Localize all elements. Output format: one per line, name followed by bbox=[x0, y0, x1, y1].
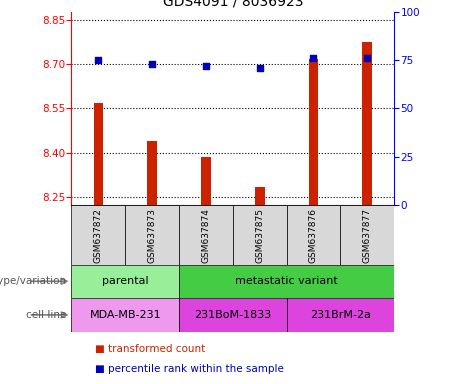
Bar bbox=[233, 205, 287, 265]
Bar bbox=[201, 157, 211, 205]
Point bbox=[364, 55, 371, 61]
Title: GDS4091 / 8036923: GDS4091 / 8036923 bbox=[163, 0, 303, 9]
Bar bbox=[179, 298, 287, 332]
Bar bbox=[340, 205, 394, 265]
Point bbox=[256, 65, 263, 71]
Bar bbox=[148, 141, 157, 205]
Bar bbox=[94, 103, 103, 205]
Bar bbox=[179, 265, 394, 298]
Text: 231BoM-1833: 231BoM-1833 bbox=[194, 310, 272, 320]
Text: GSM637872: GSM637872 bbox=[94, 208, 103, 263]
Text: MDA-MB-231: MDA-MB-231 bbox=[89, 310, 161, 320]
Text: ■ percentile rank within the sample: ■ percentile rank within the sample bbox=[95, 364, 284, 374]
Text: metastatic variant: metastatic variant bbox=[235, 276, 338, 286]
Bar bbox=[287, 205, 340, 265]
Text: parental: parental bbox=[102, 276, 148, 286]
Point bbox=[202, 63, 210, 69]
Text: GSM637877: GSM637877 bbox=[363, 208, 372, 263]
Text: GSM637873: GSM637873 bbox=[148, 208, 157, 263]
Bar bbox=[287, 298, 394, 332]
Text: 231BrM-2a: 231BrM-2a bbox=[310, 310, 371, 320]
Bar bbox=[125, 205, 179, 265]
Bar bbox=[309, 58, 318, 205]
Point bbox=[148, 61, 156, 67]
Text: GSM637874: GSM637874 bbox=[201, 208, 210, 263]
Bar bbox=[71, 205, 125, 265]
Text: GSM637875: GSM637875 bbox=[255, 208, 264, 263]
Text: ■ transformed count: ■ transformed count bbox=[95, 344, 205, 354]
Bar bbox=[362, 42, 372, 205]
Bar bbox=[255, 187, 265, 205]
Text: cell line: cell line bbox=[26, 310, 67, 320]
Bar bbox=[71, 265, 179, 298]
Bar bbox=[71, 298, 179, 332]
Bar bbox=[179, 205, 233, 265]
Text: GSM637876: GSM637876 bbox=[309, 208, 318, 263]
Point bbox=[95, 57, 102, 63]
Point bbox=[310, 55, 317, 61]
Text: genotype/variation: genotype/variation bbox=[0, 276, 67, 286]
